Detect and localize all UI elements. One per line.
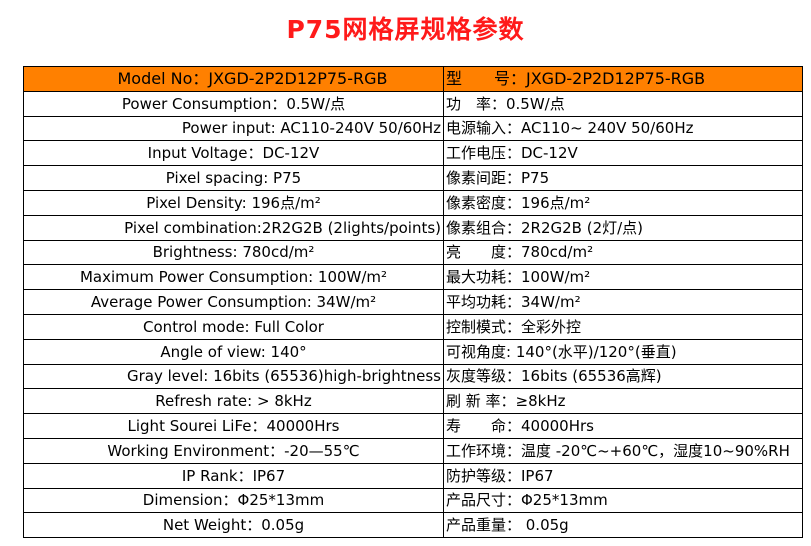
spec-label-en: IP Rank：IP67 bbox=[23, 462, 444, 489]
spec-label-en: Working Environment：-20—55℃ bbox=[23, 437, 444, 464]
table-row: Maximum Power Consumption: 100W/m² 最大功耗：1… bbox=[23, 264, 803, 291]
table-header-row: Model No：JXGD-2P2D12P75-RGB 型 号：JXGD-2P2… bbox=[23, 66, 803, 92]
table-row: Power input: AC110-240V 50/60Hz 电源输入：AC11… bbox=[23, 115, 803, 142]
spec-label-cn: 功 率：0.5W/点 bbox=[443, 90, 803, 117]
spec-label-cn: 工作环境：温度 -20℃~+60℃，湿度10~90%RH bbox=[443, 437, 803, 464]
spec-label-cn: 最大功耗：100W/m² bbox=[443, 264, 803, 291]
spec-label-en: Brightness: 780cd/m² bbox=[23, 239, 444, 266]
table-row: Gray level: 16bits (65536)high-brightnes… bbox=[23, 363, 803, 390]
header-model-cn: 型 号：JXGD-2P2D12P75-RGB bbox=[443, 66, 803, 92]
spec-label-en: Gray level: 16bits (65536)high-brightnes… bbox=[23, 363, 444, 390]
table-row: Dimension：Φ25*13mm 产品尺寸：Φ25*13mm bbox=[23, 487, 803, 514]
spec-label-cn: 灰度等级：16bits (65536高辉) bbox=[443, 363, 803, 390]
spec-label-en: Input Voltage：DC-12V bbox=[23, 140, 444, 167]
spec-table: Model No：JXGD-2P2D12P75-RGB 型 号：JXGD-2P2… bbox=[23, 66, 803, 539]
spec-label-cn: 寿 命：40000Hrs bbox=[443, 413, 803, 439]
spec-label-cn: 防护等级：IP67 bbox=[443, 462, 803, 489]
spec-label-en: Maximum Power Consumption: 100W/m² bbox=[23, 264, 444, 291]
spec-label-en: Average Power Consumption: 34W/m² bbox=[23, 289, 444, 315]
spec-label-en: Net Weight：0.05g bbox=[23, 512, 444, 539]
spec-label-en: Power input: AC110-240V 50/60Hz bbox=[23, 115, 444, 142]
spec-label-cn: 控制模式：全彩外控 bbox=[443, 313, 803, 340]
spec-label-cn: 产品尺寸：Φ25*13mm bbox=[443, 487, 803, 514]
spec-label-cn: 电源输入：AC110~ 240V 50/60Hz bbox=[443, 115, 803, 142]
table-row: Net Weight：0.05g 产品重量： 0.05g bbox=[23, 512, 803, 539]
spec-label-en: Control mode: Full Color bbox=[23, 313, 444, 340]
table-row: Brightness: 780cd/m² 亮 度：780cd/m² bbox=[23, 239, 803, 266]
table-row: Input Voltage：DC-12V 工作电压：DC-12V bbox=[23, 140, 803, 167]
table-row: Light Sourei LiFe：40000Hrs 寿 命：40000Hrs bbox=[23, 413, 803, 439]
spec-label-cn: 工作电压：DC-12V bbox=[443, 140, 803, 167]
spec-label-cn: 刷 新 率：≥8kHz bbox=[443, 388, 803, 415]
table-row: Pixel spacing: P75 像素间距：P75 bbox=[23, 165, 803, 191]
table-row: Pixel combination:2R2G2B (2lights/points… bbox=[23, 214, 803, 241]
spec-label-cn: 亮 度：780cd/m² bbox=[443, 239, 803, 266]
spec-label-en: Pixel spacing: P75 bbox=[23, 165, 444, 191]
spec-label-cn: 产品重量： 0.05g bbox=[443, 512, 803, 539]
table-row: Control mode: Full Color 控制模式：全彩外控 bbox=[23, 313, 803, 340]
table-row: Average Power Consumption: 34W/m² 平均功耗：34… bbox=[23, 289, 803, 315]
table-row: Power Consumption：0.5W/点功 率：0.5W/点 bbox=[23, 90, 803, 117]
spec-label-en: Refresh rate: > 8kHz bbox=[23, 388, 444, 415]
page-title: P75网格屏规格参数 bbox=[286, 15, 525, 44]
spec-label-cn: 像素组合：2R2G2B (2灯/点) bbox=[443, 214, 803, 241]
table-row: Working Environment：-20—55℃ 工作环境：温度 -20℃~… bbox=[23, 437, 803, 464]
spec-label-en: Pixel combination:2R2G2B (2lights/points… bbox=[23, 214, 444, 241]
spec-label-en: Light Sourei LiFe：40000Hrs bbox=[23, 413, 444, 439]
spec-label-cn: 可视角度: 140°(水平)/120°(垂直) bbox=[443, 338, 803, 365]
table-row: Pixel Density: 196点/m² 像素密度：196点/m² bbox=[23, 189, 803, 216]
spec-label-en: Power Consumption：0.5W/点 bbox=[23, 90, 444, 117]
table-row: Refresh rate: > 8kHz 刷 新 率：≥8kHz bbox=[23, 388, 803, 415]
spec-label-en: Dimension：Φ25*13mm bbox=[23, 487, 444, 514]
spec-label-cn: 像素间距：P75 bbox=[443, 165, 803, 191]
table-row: Angle of view: 140° 可视角度: 140°(水平)/120°(垂… bbox=[23, 338, 803, 365]
spec-label-cn: 平均功耗：34W/m² bbox=[443, 289, 803, 315]
spec-label-en: Angle of view: 140° bbox=[23, 338, 444, 365]
spec-table-body: Model No：JXGD-2P2D12P75-RGB 型 号：JXGD-2P2… bbox=[23, 66, 803, 539]
header-model-en: Model No：JXGD-2P2D12P75-RGB bbox=[23, 66, 444, 92]
table-row: IP Rank：IP67 防护等级：IP67 bbox=[23, 462, 803, 489]
spec-label-cn: 像素密度：196点/m² bbox=[443, 189, 803, 216]
spec-label-en: Pixel Density: 196点/m² bbox=[23, 189, 444, 216]
